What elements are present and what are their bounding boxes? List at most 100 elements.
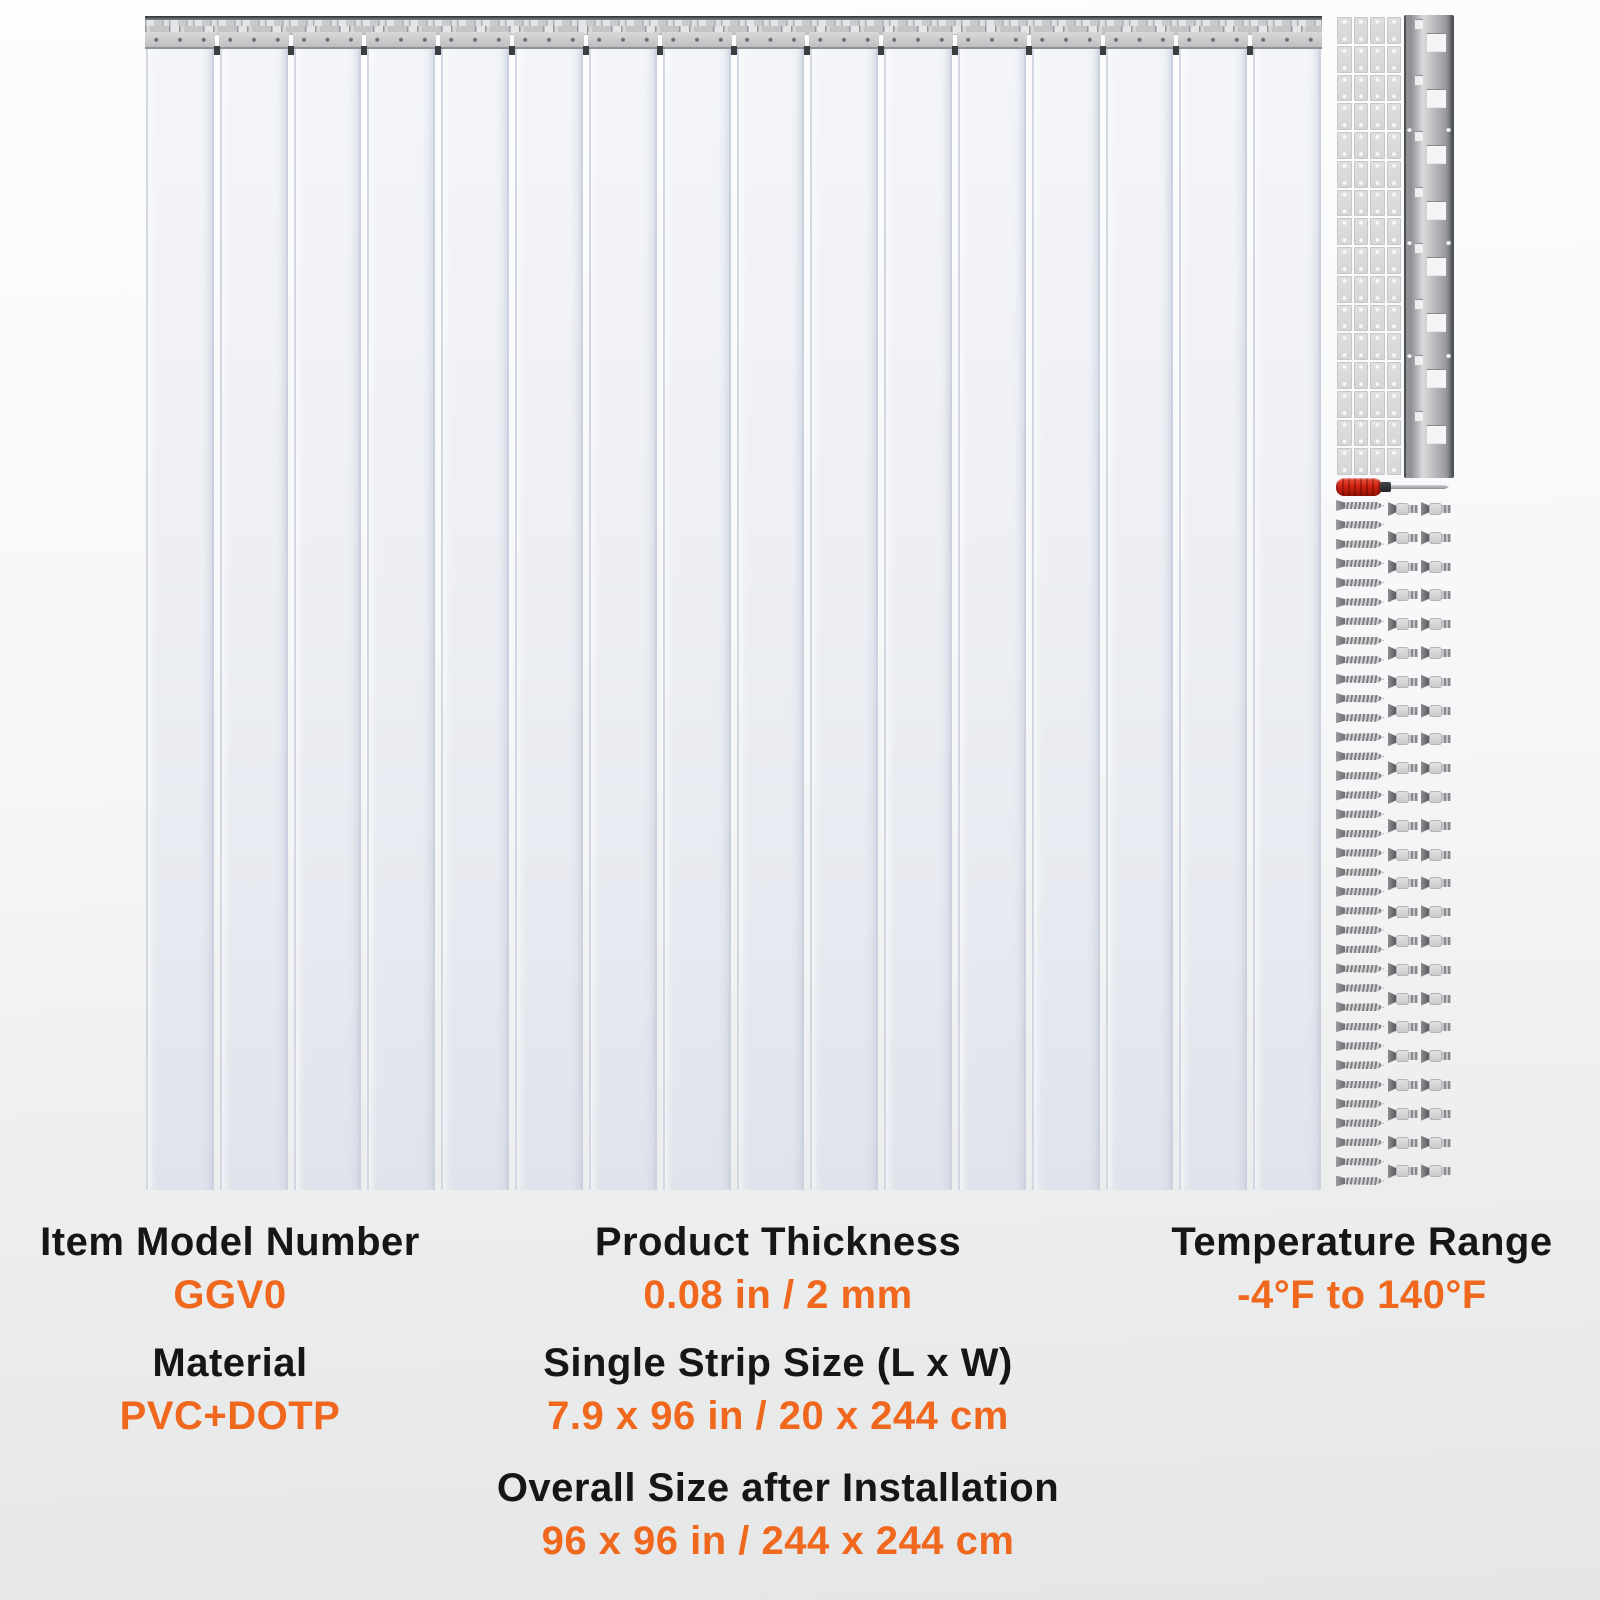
anchor-fastener-icon: [1388, 818, 1418, 833]
screw-head: [1336, 789, 1345, 801]
mounting-plate: [1370, 218, 1385, 245]
anchor-head: [1421, 1020, 1429, 1035]
screw-icon: [1336, 1040, 1384, 1052]
screw-shaft: [1345, 617, 1384, 626]
screw-head: [1336, 1040, 1345, 1052]
anchor-fastener-icon: [1388, 1164, 1418, 1179]
screw-shaft: [1345, 810, 1384, 819]
anchor-head: [1388, 790, 1396, 804]
curtain-strip: [1099, 32, 1175, 1190]
anchor-fastener-icon: [1421, 818, 1451, 833]
strip-mounting-plate: [440, 32, 511, 49]
anchor-body: [1429, 704, 1442, 717]
strip-body: [515, 49, 583, 1190]
mounting-plate: [1370, 362, 1385, 389]
anchor-tail: [1409, 965, 1418, 974]
anchor-tail: [1409, 735, 1418, 744]
anchor-tail: [1409, 620, 1418, 629]
rail-notch: [1415, 20, 1423, 29]
strip-body: [441, 49, 510, 1190]
curtain-strip: [1247, 32, 1322, 1190]
screw-icon: [1336, 538, 1384, 550]
strip-mounting-plate: [809, 32, 880, 49]
screw-head: [1336, 866, 1345, 878]
mounting-plate: [1337, 333, 1352, 360]
anchor-head: [1421, 646, 1429, 660]
anchor-head: [1388, 674, 1396, 689]
screw-icon: [1336, 866, 1384, 878]
mounting-plate: [1353, 189, 1368, 217]
rail-slot: [1427, 426, 1446, 443]
screw-icon: [1336, 924, 1384, 936]
rail-hole: [1446, 240, 1451, 245]
screw-shaft: [1345, 984, 1384, 992]
anchor-head: [1388, 1106, 1396, 1121]
screw-shaft: [1345, 675, 1384, 684]
screw-icon: [1336, 693, 1384, 704]
anchor-body: [1396, 1021, 1409, 1034]
anchor-body: [1396, 503, 1409, 515]
screw-shaft: [1345, 1157, 1384, 1166]
screw-head: [1336, 1156, 1345, 1168]
screw-shaft: [1345, 694, 1384, 703]
curtain-strips: [145, 32, 1322, 1190]
anchor-tail: [1442, 821, 1451, 830]
anchor-head: [1388, 962, 1396, 977]
anchor-head: [1388, 991, 1396, 1006]
anchor-head: [1421, 1135, 1429, 1150]
curtain-strip: [878, 32, 953, 1190]
anchor-body: [1396, 877, 1409, 890]
anchor-body: [1429, 848, 1442, 861]
screw-head: [1336, 963, 1345, 975]
rail-notch: [1415, 356, 1423, 365]
screwdriver-handle: [1336, 478, 1382, 496]
anchor-tail: [1442, 879, 1451, 888]
mounting-plate: [1370, 74, 1385, 102]
screw-shaft: [1345, 945, 1384, 954]
rail-slot: [1427, 34, 1446, 51]
anchor-fastener-icon: [1421, 905, 1451, 920]
spec-value: 0.08 in / 2 mm: [643, 1273, 913, 1317]
mounting-plate: [1386, 275, 1401, 303]
anchor-body: [1429, 935, 1442, 947]
screw-icon: [1336, 982, 1384, 994]
anchor-fastener-icon: [1421, 962, 1451, 977]
screw-icon: [1336, 1175, 1384, 1187]
screwdriver-neck: [1380, 482, 1391, 492]
mounting-plate: [1353, 448, 1368, 475]
mounting-plate: [1370, 160, 1385, 188]
anchor-tail: [1409, 649, 1418, 657]
mounting-plate: [1353, 45, 1368, 73]
anchor-fastener-icon: [1388, 790, 1418, 804]
screw-shaft: [1345, 733, 1384, 742]
screw-icon: [1336, 1021, 1384, 1033]
anchor-head: [1388, 703, 1396, 718]
spec-strip-size: Single Strip Size (L x W) 7.9 x 96 in / …: [543, 1343, 1013, 1436]
anchor-head: [1421, 1164, 1429, 1179]
anchor-head: [1421, 617, 1429, 632]
anchor-tail: [1409, 994, 1418, 1003]
anchor-tail: [1409, 1167, 1418, 1176]
anchor-fastener-icon: [1421, 991, 1451, 1006]
anchor-fastener-icon: [1388, 588, 1418, 603]
curtain-strip: [287, 32, 363, 1190]
anchor-fastener-icon: [1388, 905, 1418, 920]
screw-head: [1336, 1059, 1345, 1071]
screw-shaft: [1345, 501, 1384, 510]
mounting-plate: [1386, 17, 1401, 44]
strip-body: [588, 49, 657, 1190]
mounting-plate: [1337, 103, 1352, 130]
screw-icon: [1336, 905, 1384, 917]
anchor-head: [1421, 790, 1429, 804]
anchor-tail: [1409, 706, 1418, 715]
mounting-plate: [1353, 17, 1368, 44]
anchor-body: [1396, 791, 1409, 803]
anchor-fastener-icon: [1421, 1020, 1451, 1035]
anchor-fastener-icon: [1421, 790, 1451, 804]
anchor-body: [1429, 762, 1442, 775]
anchor-body: [1429, 877, 1442, 890]
screw-shaft: [1345, 1080, 1384, 1089]
screw-icon: [1336, 1117, 1384, 1129]
anchor-tail: [1409, 1138, 1418, 1147]
mounting-plate: [1370, 45, 1385, 73]
